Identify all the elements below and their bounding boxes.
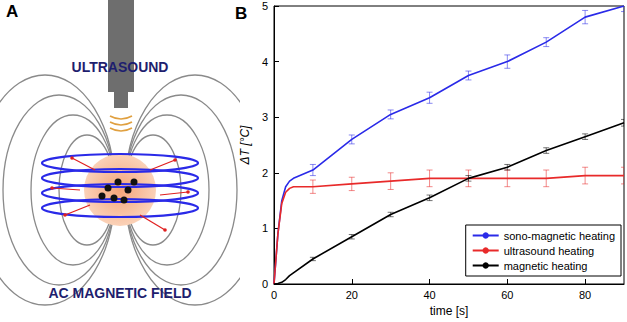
svg-text:0: 0 [262, 278, 268, 290]
svg-text:ΔT [°C]: ΔT [°C] [238, 125, 252, 166]
svg-text:ultrasound heating: ultrasound heating [504, 245, 595, 257]
svg-text:magnetic heating: magnetic heating [504, 260, 588, 272]
svg-text:4: 4 [262, 56, 268, 68]
svg-text:5: 5 [262, 0, 268, 12]
svg-text:sono-magnetic heating: sono-magnetic heating [504, 230, 615, 242]
svg-text:60: 60 [501, 289, 513, 301]
svg-text:B: B [235, 4, 247, 23]
svg-text:A: A [6, 2, 18, 21]
svg-text:2: 2 [262, 167, 268, 179]
svg-text:time [s]: time [s] [430, 304, 469, 318]
svg-text:0: 0 [271, 289, 277, 301]
svg-text:3: 3 [262, 111, 268, 123]
svg-text:1: 1 [262, 222, 268, 234]
svg-text:80: 80 [579, 289, 591, 301]
svg-text:40: 40 [423, 289, 435, 301]
svg-text:AC MAGNETIC FIELD: AC MAGNETIC FIELD [48, 285, 191, 301]
svg-text:20: 20 [346, 289, 358, 301]
svg-text:ULTRASOUND: ULTRASOUND [72, 59, 169, 75]
